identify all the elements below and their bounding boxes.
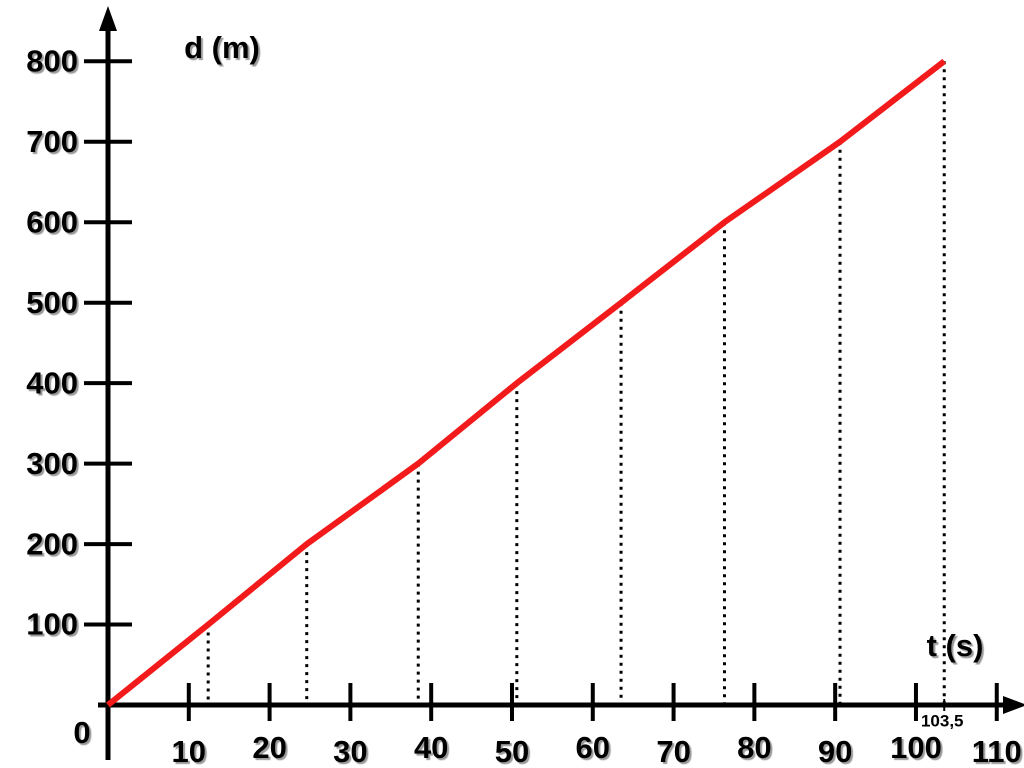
x-tick-label: 100: [890, 730, 942, 765]
x-tick-label: 60: [576, 730, 610, 765]
x-tick-label: 70: [656, 734, 690, 768]
y-tick-label: 300: [26, 446, 78, 481]
y-tick-label: 500: [26, 285, 78, 320]
x-tick-label: 30: [333, 734, 367, 768]
x-tick-label: 103,5: [921, 711, 964, 730]
x-tick-label: 90: [818, 734, 852, 768]
y-axis-arrow: [99, 6, 117, 31]
y-axis-title: d (m): [184, 30, 260, 65]
y-tick-label: 400: [26, 365, 78, 400]
x-axis-arrow: [1003, 696, 1024, 714]
data-line: [106, 58, 947, 708]
x-tick-label: 20: [252, 730, 286, 765]
y-tick-label: 700: [26, 124, 78, 159]
origin-label: 0: [73, 715, 90, 750]
x-tick-label: 50: [495, 734, 529, 768]
y-tick-label: 200: [26, 526, 78, 561]
y-tick-label: 600: [26, 204, 78, 239]
x-axis-title: t (s): [927, 628, 984, 663]
x-tick-label: 110: [972, 734, 1022, 768]
y-tick-label: 800: [26, 43, 78, 78]
x-tick-label: 40: [414, 730, 448, 765]
x-tick-label: 10: [172, 734, 206, 768]
y-tick-label: 100: [26, 607, 78, 642]
x-tick-label: 80: [737, 730, 771, 765]
